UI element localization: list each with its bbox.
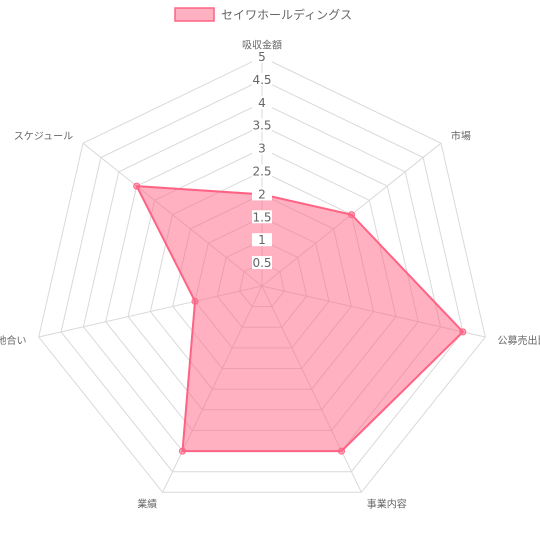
- tick-label-bg: [252, 187, 272, 201]
- legend-swatch[interactable]: [174, 7, 215, 22]
- axis-label: 公募売出比: [498, 334, 540, 347]
- legend[interactable]: セイワホールディングス: [174, 7, 352, 22]
- tick-label-bg: [252, 95, 272, 109]
- data-point[interactable]: [179, 447, 186, 455]
- series-area: [135, 184, 465, 453]
- axis-label: 事業内容: [367, 498, 407, 511]
- tick-label-bg: [252, 50, 272, 63]
- tick-label: 1.5: [252, 210, 271, 224]
- axis-label: 地合い: [0, 334, 27, 347]
- data-point[interactable]: [133, 182, 141, 190]
- data-point[interactable]: [338, 447, 345, 455]
- grid-ring: [38, 56, 486, 493]
- tick-label-bg: [252, 118, 272, 132]
- tick-label-bg: [252, 233, 272, 247]
- tick-label: 3: [258, 142, 266, 156]
- axis-label: スケジュール: [14, 130, 73, 142]
- axis-label: 市場: [451, 129, 471, 142]
- data-point[interactable]: [348, 211, 355, 219]
- data-point[interactable]: [191, 297, 199, 305]
- axis-label: 吸収金額: [242, 38, 282, 51]
- axis-label: 業績: [137, 498, 157, 511]
- tick-label: 4.5: [252, 73, 271, 87]
- tick-label: 5: [258, 50, 266, 64]
- axis-labels: 吸収金額市場公募売出比事業内容 業績 地合い スケジュール: [0, 38, 540, 510]
- tick-label-bg: [252, 164, 272, 178]
- tick-label: 4: [258, 96, 266, 110]
- tick-label-bg: [252, 72, 272, 86]
- radial-ticks: 0.5 1 1.5 2 2.5 3 3.5 4 4.5 5: [252, 50, 272, 270]
- series-layer: [133, 182, 467, 455]
- tick-label: 0.5: [252, 256, 271, 270]
- tick-label: 2: [258, 187, 266, 201]
- tick-label-bg: [252, 141, 272, 155]
- data-point[interactable]: [459, 328, 467, 336]
- legend-series-label[interactable]: セイワホールディングス: [221, 7, 352, 22]
- tick-label: 3.5: [252, 119, 271, 133]
- tick-label: 1: [258, 233, 266, 247]
- tick-label-bg: [252, 256, 272, 270]
- tick-label: 2.5: [252, 165, 271, 179]
- tick-label-bg: [252, 210, 272, 224]
- grid-ring: [60, 79, 464, 473]
